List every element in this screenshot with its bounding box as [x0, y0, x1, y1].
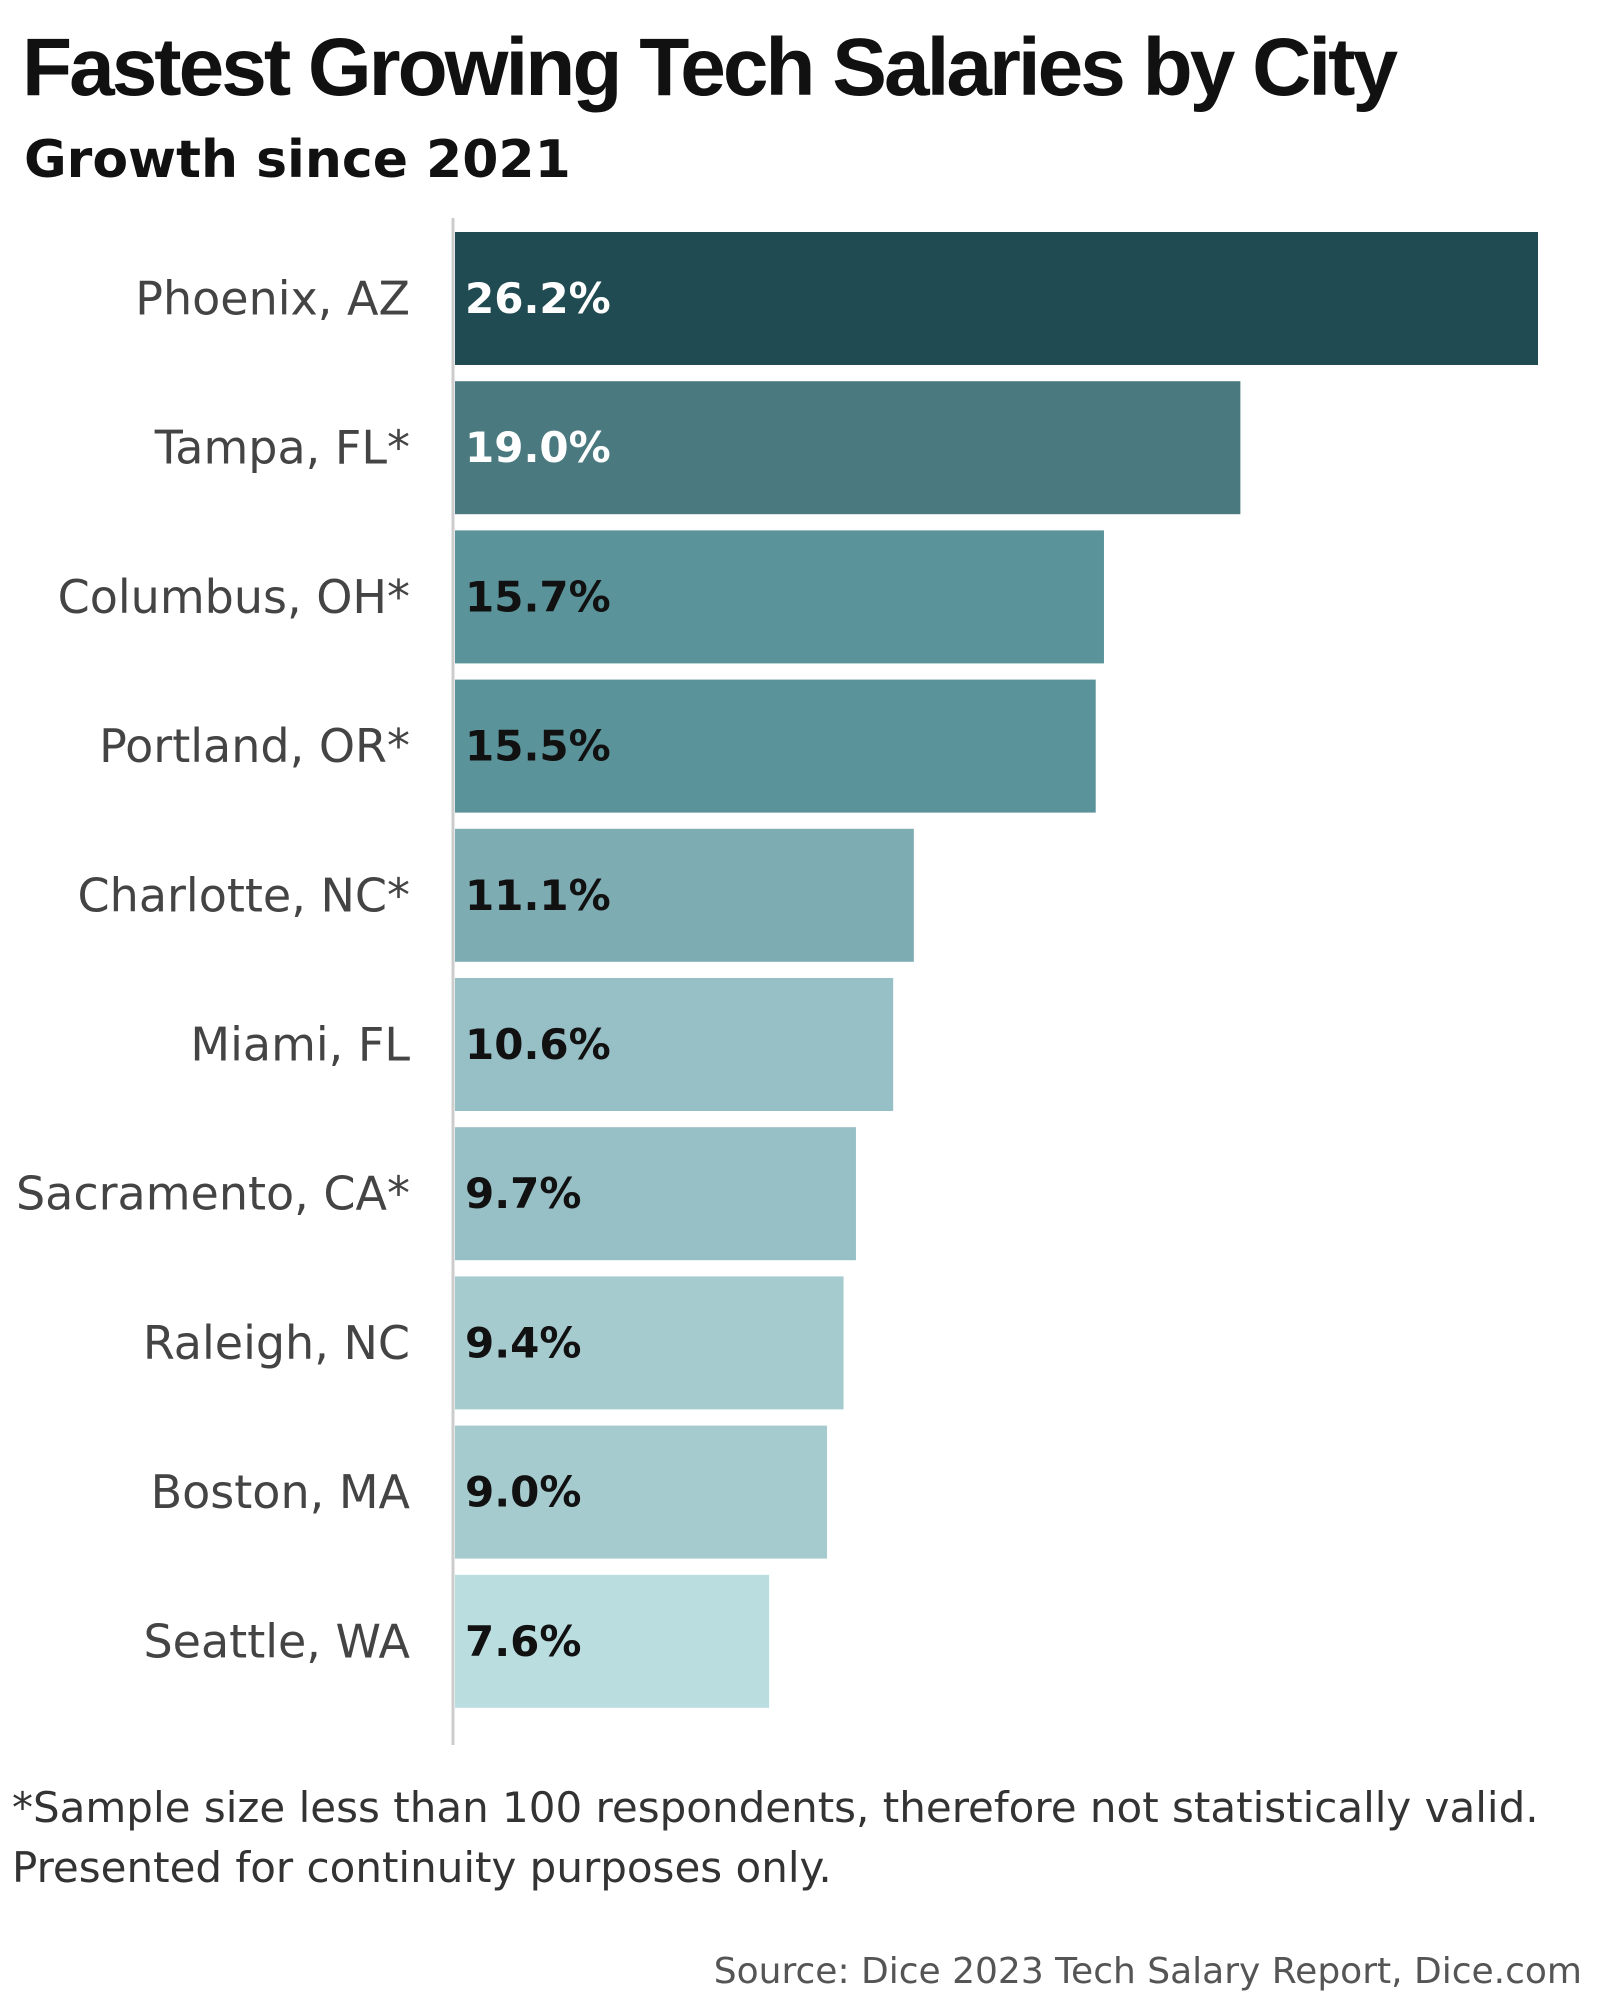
bars-group: Phoenix, AZ 26.2% Tampa, FL* 19.0% Columbus,…: [16, 232, 1538, 1708]
value-label: 26.2%: [465, 274, 611, 323]
bar: [455, 679, 1096, 813]
value-label: 19.0%: [465, 423, 611, 472]
bar: [455, 978, 894, 1111]
value-label: 15.7%: [465, 572, 611, 621]
bar: [455, 232, 1538, 365]
category-label: Miami, FL: [190, 1018, 410, 1072]
value-label: 7.6%: [465, 1617, 581, 1666]
category-label: Boston, MA: [151, 1465, 411, 1519]
category-label: Charlotte, NC*: [78, 868, 410, 922]
source-credit: Source: Dice 2023 Tech Salary Report, Di…: [713, 1951, 1582, 1992]
bar: [455, 828, 914, 962]
category-label: Columbus, OH*: [58, 570, 410, 624]
footnote-line-1: *Sample size less than 100 respondents, …: [12, 1783, 1539, 1832]
category-label: Seattle, WA: [143, 1614, 410, 1668]
value-label: 9.7%: [465, 1169, 581, 1218]
bar: [455, 530, 1104, 664]
category-label: Portland, OR*: [99, 719, 410, 773]
bar: [455, 1425, 828, 1559]
category-label: Phoenix, AZ: [135, 272, 410, 326]
chart-subtitle: Growth since 2021: [24, 130, 571, 190]
bar: [455, 1276, 844, 1410]
value-label: 9.0%: [465, 1468, 581, 1517]
bar-chart-svg: Phoenix, AZ 26.2% Tampa, FL* 19.0% Columbus,…: [16, 218, 1538, 1745]
bar-chart: Phoenix, AZ 26.2% Tampa, FL* 19.0% Columbus,…: [0, 210, 1600, 1750]
bar: [455, 381, 1241, 515]
chart-title: Fastest Growing Tech Salaries by City: [22, 22, 1398, 113]
bar: [455, 1127, 856, 1261]
category-label: Raleigh, NC: [143, 1316, 410, 1370]
value-label: 9.4%: [465, 1318, 581, 1367]
category-label: Sacramento, CA*: [16, 1167, 410, 1221]
value-label: 10.6%: [465, 1020, 611, 1069]
value-label: 11.1%: [465, 871, 611, 920]
footnote: *Sample size less than 100 respondents, …: [12, 1778, 1539, 1898]
bar: [455, 1574, 770, 1708]
value-label: 15.5%: [465, 722, 611, 771]
footnote-line-2: Presented for continuity purposes only.: [12, 1843, 832, 1892]
category-label: Tampa, FL*: [154, 421, 410, 475]
